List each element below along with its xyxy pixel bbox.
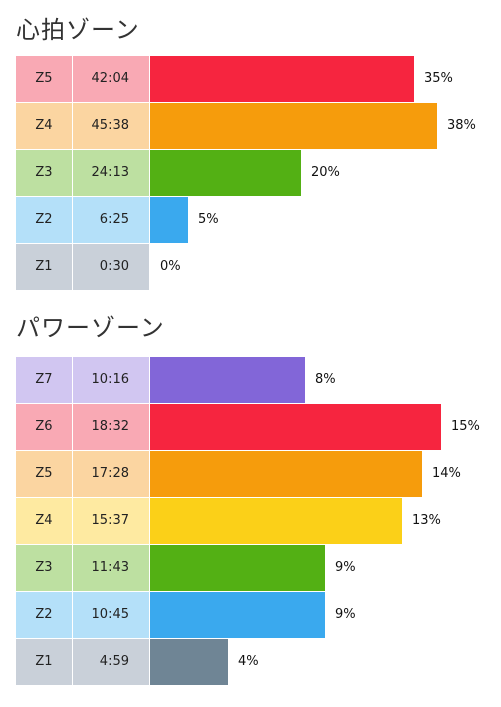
zone-bar xyxy=(150,103,437,149)
zone-bar xyxy=(150,451,422,497)
zone-bar xyxy=(150,545,325,591)
zone-bar xyxy=(150,197,188,243)
zone-row: Z2 10:45 9% xyxy=(16,592,486,638)
heart-rate-zones-title: 心拍ゾーン xyxy=(16,16,140,44)
zone-time: 4:59 xyxy=(73,639,149,685)
zone-row: Z4 15:37 13% xyxy=(16,498,486,544)
power-zone-list: Z7 10:16 8% Z6 18:32 15% Z5 17:28 14% Z4 15:37 13% Z… xyxy=(16,357,486,686)
zone-label: Z2 xyxy=(16,197,72,243)
zone-label: Z1 xyxy=(16,639,72,685)
zone-row: Z1 4:59 4% xyxy=(16,639,486,685)
zone-row: Z5 42:04 35% xyxy=(16,56,486,102)
zone-bar xyxy=(150,592,325,638)
zone-label: Z4 xyxy=(16,498,72,544)
zone-row: Z6 18:32 15% xyxy=(16,404,486,450)
zone-time: 10:45 xyxy=(73,592,149,638)
zone-percent: 8% xyxy=(315,372,336,387)
zone-time: 6:25 xyxy=(73,197,149,243)
zone-row: Z5 17:28 14% xyxy=(16,451,486,497)
heart-rate-zone-list: Z5 42:04 35% Z4 45:38 38% Z3 24:13 20% Z2 6:25 5% Z1… xyxy=(16,56,486,291)
zone-label: Z3 xyxy=(16,545,72,591)
zone-label: Z5 xyxy=(16,451,72,497)
zone-percent: 38% xyxy=(447,118,476,133)
power-zones-section: パワーゾーン Z7 10:16 8% Z6 18:32 15% Z5 17:28 14% Z4 15… xyxy=(16,312,486,685)
zone-bar xyxy=(150,498,402,544)
zone-time: 17:28 xyxy=(73,451,149,497)
zone-percent: 15% xyxy=(451,419,480,434)
zone-time: 18:32 xyxy=(73,404,149,450)
zone-percent: 13% xyxy=(412,513,441,528)
zone-percent: 20% xyxy=(311,165,340,180)
zone-time: 0:30 xyxy=(73,244,149,290)
zone-percent: 0% xyxy=(160,259,181,274)
zone-label: Z1 xyxy=(16,244,72,290)
zone-bar xyxy=(150,150,301,196)
zone-percent: 14% xyxy=(432,466,461,481)
heart-rate-zones-section: 心拍ゾーン Z5 42:04 35% Z4 45:38 38% Z3 24:13 20% Z2 6:… xyxy=(16,14,486,290)
zone-bar xyxy=(150,357,305,403)
zone-row: Z1 0:30 0% xyxy=(16,244,486,290)
zone-row: Z3 11:43 9% xyxy=(16,545,486,591)
zone-row: Z3 24:13 20% xyxy=(16,150,486,196)
zone-percent: 4% xyxy=(238,654,259,669)
zone-label: Z7 xyxy=(16,357,72,403)
zone-time: 15:37 xyxy=(73,498,149,544)
zone-percent: 35% xyxy=(424,71,453,86)
zone-percent: 5% xyxy=(198,212,219,227)
zone-label: Z3 xyxy=(16,150,72,196)
zone-label: Z4 xyxy=(16,103,72,149)
zone-time: 10:16 xyxy=(73,357,149,403)
zone-bar xyxy=(150,639,228,685)
zone-label: Z5 xyxy=(16,56,72,102)
zone-label: Z6 xyxy=(16,404,72,450)
zone-row: Z2 6:25 5% xyxy=(16,197,486,243)
zone-row: Z4 45:38 38% xyxy=(16,103,486,149)
power-zones-title: パワーゾーン xyxy=(16,314,165,342)
zone-percent: 9% xyxy=(335,560,356,575)
zone-time: 11:43 xyxy=(73,545,149,591)
zone-bar xyxy=(150,56,414,102)
zone-time: 24:13 xyxy=(73,150,149,196)
zone-time: 45:38 xyxy=(73,103,149,149)
zone-time: 42:04 xyxy=(73,56,149,102)
zone-label: Z2 xyxy=(16,592,72,638)
zone-row: Z7 10:16 8% xyxy=(16,357,486,403)
zone-bar xyxy=(150,404,441,450)
zone-percent: 9% xyxy=(335,607,356,622)
